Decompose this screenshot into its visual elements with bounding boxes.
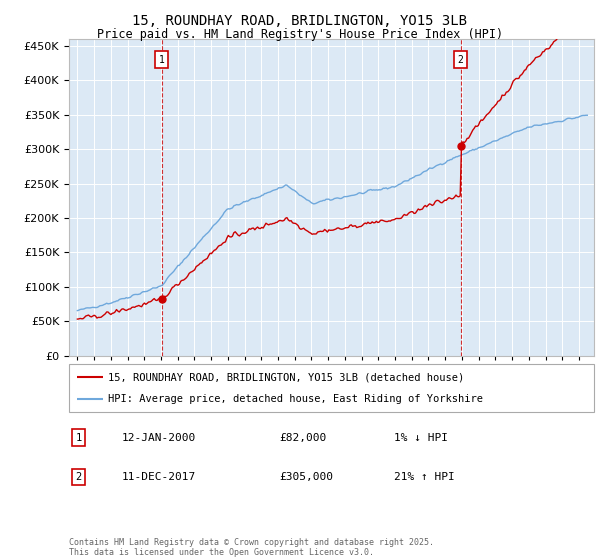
Text: 15, ROUNDHAY ROAD, BRIDLINGTON, YO15 3LB (detached house): 15, ROUNDHAY ROAD, BRIDLINGTON, YO15 3LB… — [109, 372, 464, 382]
Text: £305,000: £305,000 — [279, 472, 333, 482]
Text: 2: 2 — [76, 472, 82, 482]
Text: 2: 2 — [458, 55, 464, 65]
Text: HPI: Average price, detached house, East Riding of Yorkshire: HPI: Average price, detached house, East… — [109, 394, 484, 404]
Text: 15, ROUNDHAY ROAD, BRIDLINGTON, YO15 3LB: 15, ROUNDHAY ROAD, BRIDLINGTON, YO15 3LB — [133, 14, 467, 28]
Text: 1% ↓ HPI: 1% ↓ HPI — [395, 432, 449, 442]
Text: 11-DEC-2017: 11-DEC-2017 — [121, 472, 196, 482]
Text: Contains HM Land Registry data © Crown copyright and database right 2025.
This d: Contains HM Land Registry data © Crown c… — [69, 538, 434, 557]
Text: 21% ↑ HPI: 21% ↑ HPI — [395, 472, 455, 482]
Text: 1: 1 — [158, 55, 164, 65]
Text: 1: 1 — [76, 432, 82, 442]
FancyBboxPatch shape — [69, 364, 594, 412]
Text: Price paid vs. HM Land Registry's House Price Index (HPI): Price paid vs. HM Land Registry's House … — [97, 28, 503, 41]
Text: 12-JAN-2000: 12-JAN-2000 — [121, 432, 196, 442]
Text: £82,000: £82,000 — [279, 432, 326, 442]
